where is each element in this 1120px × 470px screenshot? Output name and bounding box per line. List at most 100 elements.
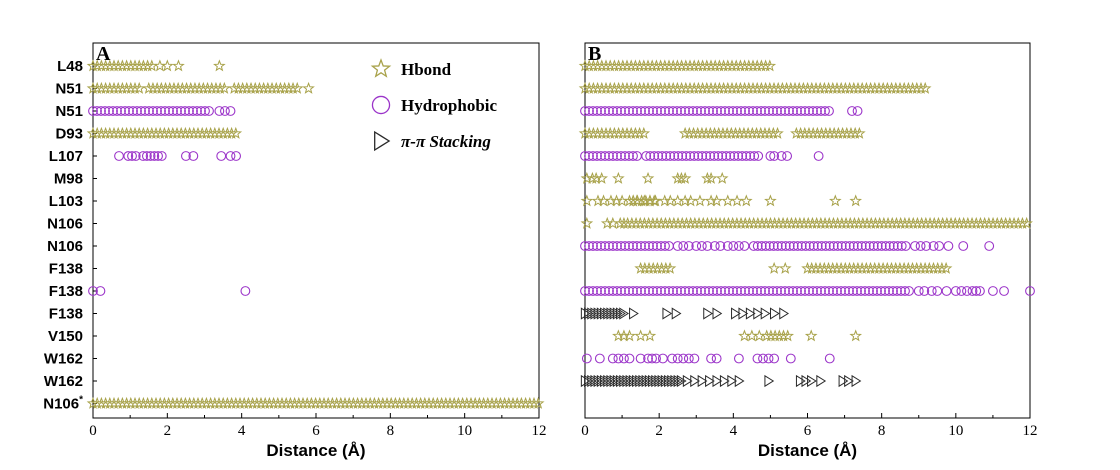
hydrophobic-marker — [636, 106, 646, 116]
hydrophobic-marker — [915, 241, 926, 251]
stacking-marker — [584, 374, 594, 388]
residue-label: M98 — [54, 171, 83, 188]
hbond-marker — [764, 194, 777, 207]
hydrophobic-marker — [168, 106, 178, 116]
hydrophobic-marker — [196, 106, 206, 116]
stacking-marker — [779, 307, 790, 320]
hbond-marker — [141, 59, 154, 72]
hydrophobic-marker — [127, 151, 137, 161]
stacking-marker — [745, 307, 756, 320]
hydrophobic-marker — [112, 106, 122, 116]
hydrophobic-marker — [753, 151, 764, 161]
hbond-marker — [286, 81, 300, 94]
hydrophobic-marker — [926, 286, 937, 296]
hydrophobic-marker — [648, 286, 658, 296]
hydrophobic-marker — [720, 106, 730, 116]
hydrophobic-marker — [124, 106, 134, 116]
stacking-marker — [727, 374, 738, 388]
stacking-marker — [807, 374, 817, 388]
hydrophobic-marker — [684, 286, 694, 296]
hydrophobic-marker — [724, 286, 734, 296]
stacking-marker — [596, 374, 607, 388]
hydrophobic-marker — [712, 106, 722, 116]
hydrophobic-marker — [616, 151, 626, 161]
hydrophobic-marker — [132, 106, 142, 116]
hbond-marker — [740, 194, 753, 207]
hbond-marker — [710, 194, 723, 207]
hydrophobic-marker — [813, 151, 824, 161]
residue-label: N51 — [55, 81, 83, 98]
hydrophobic-marker — [683, 353, 694, 364]
hbond-marker — [678, 171, 692, 184]
hydrophobic-marker — [96, 106, 106, 116]
stacking-marker — [651, 374, 662, 388]
hbond-marker — [641, 171, 655, 184]
hydrophobic-marker — [820, 241, 831, 251]
hydrophobic-marker — [665, 151, 676, 161]
hbond-marker — [914, 81, 928, 94]
hydrophobic-marker — [733, 241, 744, 251]
hydrophobic-marker — [824, 106, 834, 116]
hydrophobic-marker — [844, 241, 855, 251]
hydrophobic-marker — [632, 286, 642, 296]
hydrophobic-marker — [728, 286, 738, 296]
hydrophobic-marker — [660, 241, 670, 251]
hydrophobic-marker — [645, 151, 656, 161]
hydrophobic-marker — [780, 241, 791, 251]
stacking-marker — [801, 374, 812, 388]
hydrophobic-marker — [678, 353, 689, 364]
hydrophobic-marker — [752, 286, 762, 296]
hbond-marker — [302, 81, 315, 94]
hydrophobic-marker — [156, 106, 166, 116]
hydrophobic-marker — [88, 286, 98, 296]
hydrophobic-marker — [700, 286, 710, 296]
stacking-marker — [603, 307, 614, 320]
hydrophobic-marker — [684, 106, 694, 116]
hbond-marker — [701, 171, 714, 184]
hbond-marker — [693, 194, 707, 207]
hbond-marker — [781, 329, 795, 342]
stacking-marker — [625, 374, 636, 388]
hydrophobic-marker — [847, 106, 857, 116]
hydrophobic-marker — [737, 151, 748, 161]
hydrophobic-marker — [580, 151, 590, 161]
hbond-marker — [633, 126, 646, 139]
hydrophobic-marker — [928, 241, 939, 251]
hydrophobic-marker — [152, 106, 162, 116]
stacking-marker — [635, 374, 646, 388]
hydrophobic-marker — [628, 151, 638, 161]
hydrophobic-marker — [788, 106, 798, 116]
hydrophobic-marker — [792, 241, 803, 251]
hydrophobic-marker — [620, 106, 630, 116]
hydrophobic-marker — [594, 353, 605, 364]
hydrophobic-marker — [967, 286, 978, 296]
hydrophobic-marker — [156, 151, 167, 161]
stacking-marker — [580, 374, 591, 388]
series-row-hydrophobic — [580, 151, 824, 161]
residue-label-superscript: * — [79, 395, 83, 406]
hbond-marker — [213, 81, 227, 94]
hydrophobic-marker — [769, 353, 780, 364]
hydrophobic-marker — [688, 286, 698, 296]
stacking-marker — [712, 307, 723, 320]
series-row-hbond — [578, 59, 777, 72]
residue-label: D93 — [55, 126, 83, 143]
hydrophobic-marker — [680, 286, 690, 296]
stacking-marker — [676, 374, 687, 388]
residue-label: L103 — [49, 193, 83, 210]
hydrophobic-marker — [588, 151, 598, 161]
hydrophobic-marker — [840, 241, 851, 251]
hydrophobic-marker — [608, 286, 618, 296]
stacking-marker — [609, 374, 620, 388]
hydrophobic-marker — [820, 106, 830, 116]
hbond-marker — [610, 194, 623, 207]
residue-label: F138 — [49, 306, 83, 323]
stacking-marker — [838, 374, 849, 388]
hbond-marker — [213, 59, 226, 72]
hydrophobic-marker — [172, 106, 182, 116]
hbond-marker — [663, 261, 677, 274]
hydrophobic-marker — [828, 286, 838, 296]
hydrophobic-marker — [204, 106, 214, 116]
stacking-marker — [593, 374, 604, 388]
